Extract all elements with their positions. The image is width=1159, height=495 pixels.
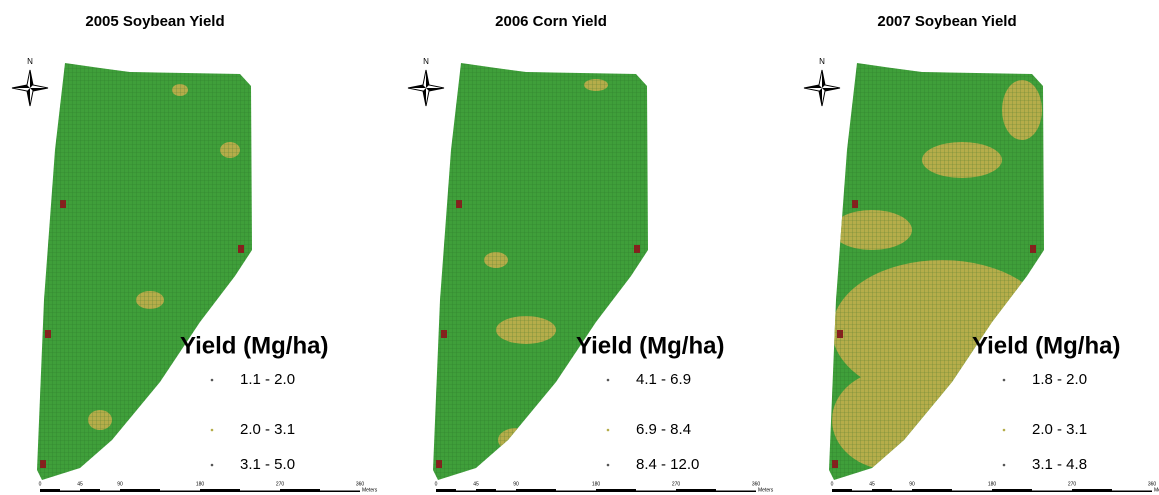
scale-label: 180	[988, 481, 997, 487]
scale-label: 90	[909, 481, 915, 487]
legend-item: 2.0 - 3.1	[1032, 421, 1087, 438]
scale-segment-half	[60, 489, 80, 491]
scale-segment-half	[1112, 489, 1152, 491]
scale-segment-half	[716, 489, 756, 491]
scale-label: 0	[435, 481, 438, 487]
scale-label: 360	[356, 481, 365, 487]
legend-symbol	[606, 428, 610, 432]
legend-item: 6.9 - 8.4	[636, 421, 691, 438]
legend-title: Yield (Mg/ha)	[576, 332, 724, 359]
scale-unit: Meters	[1154, 487, 1159, 493]
north-arrow-fill	[12, 70, 48, 106]
legend-symbol	[1002, 428, 1006, 432]
scale-label: 90	[117, 481, 123, 487]
legend-title: Yield (Mg/ha)	[180, 332, 328, 359]
scale-unit: Meters	[758, 487, 774, 493]
north-arrow-fill	[804, 70, 840, 106]
scale-segment-half	[240, 489, 280, 491]
legend-item: 1.8 - 2.0	[1032, 371, 1087, 388]
legend-symbol	[1002, 378, 1006, 382]
scale-segment-half	[100, 489, 120, 491]
scale-label: 0	[831, 481, 834, 487]
scale-label: 180	[592, 481, 601, 487]
scale-segment-half	[952, 489, 992, 491]
map-panel: 2007 Soybean Yield N Yield (Mg/ha) 1.8 - 2.…	[803, 13, 1159, 493]
legend-item: 3.1 - 4.8	[1032, 456, 1087, 473]
panel-title: 2006 Corn Yield	[495, 13, 607, 30]
legend-symbol	[1002, 463, 1006, 467]
scale-label: 90	[513, 481, 519, 487]
north-label: N	[819, 57, 825, 66]
scale-label: 360	[1148, 481, 1157, 487]
scale-label: 0	[39, 481, 42, 487]
north-label: N	[423, 57, 429, 66]
panel-title: 2005 Soybean Yield	[85, 13, 224, 30]
north-arrow	[803, 69, 841, 107]
legend-item: 3.1 - 5.0	[240, 456, 295, 473]
legend-title: Yield (Mg/ha)	[972, 332, 1120, 359]
north-label: N	[27, 57, 33, 66]
legend-item: 2.0 - 3.1	[240, 421, 295, 438]
field-grid	[37, 63, 252, 480]
legend-item: 4.1 - 6.9	[636, 371, 691, 388]
legend-symbol	[606, 463, 610, 467]
scale-label: 180	[196, 481, 205, 487]
north-arrow	[407, 69, 445, 107]
scale-segment-half	[456, 489, 476, 491]
scale-segment-half	[1032, 489, 1072, 491]
scale-label: 45	[473, 481, 479, 487]
legend-item: 8.4 - 12.0	[636, 456, 699, 473]
scale-segment-half	[556, 489, 596, 491]
legend-symbol	[210, 428, 214, 432]
legend-symbol	[210, 378, 214, 382]
scale-label: 270	[276, 481, 285, 487]
scale-label: 45	[869, 481, 875, 487]
scale-unit: Meters	[362, 487, 378, 493]
scale-label: 270	[1068, 481, 1077, 487]
legend-symbol	[210, 463, 214, 467]
field-grid	[829, 63, 1044, 480]
field-grid	[433, 63, 648, 480]
legend-item: 1.1 - 2.0	[240, 371, 295, 388]
north-arrow	[11, 69, 49, 107]
scale-label: 360	[752, 481, 761, 487]
scale-segment-half	[892, 489, 912, 491]
panel-title: 2007 Soybean Yield	[877, 13, 1016, 30]
scale-segment-half	[636, 489, 676, 491]
scale-segment-half	[496, 489, 516, 491]
legend-symbol	[606, 378, 610, 382]
scale-segment-half	[852, 489, 872, 491]
scale-segment-half	[320, 489, 360, 491]
scale-segment-half	[160, 489, 200, 491]
scale-label: 45	[77, 481, 83, 487]
map-panel: 2005 Soybean Yield N Yield (Mg/ha) 1.1 - 2.…	[11, 13, 378, 493]
map-panel: 2006 Corn Yield N Yield (Mg/ha) 4.1 - 6.9 6.…	[407, 13, 774, 493]
scale-label: 270	[672, 481, 681, 487]
north-arrow-fill	[408, 70, 444, 106]
